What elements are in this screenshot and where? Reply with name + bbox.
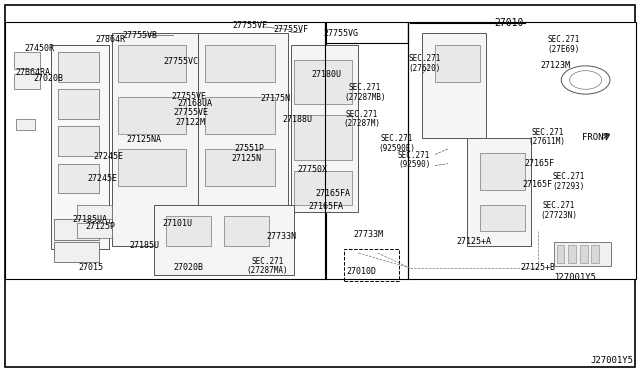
Text: 27450R: 27450R xyxy=(25,44,54,53)
Text: SEC.271
(27293): SEC.271 (27293) xyxy=(552,172,584,191)
Text: 27168UA: 27168UA xyxy=(178,99,212,108)
Text: SEC.271
(27620): SEC.271 (27620) xyxy=(408,54,440,73)
Text: SEC.271
(27287MA): SEC.271 (27287MA) xyxy=(246,257,289,275)
Bar xyxy=(77,223,112,238)
Text: 27010: 27010 xyxy=(494,18,524,28)
Text: 27010D: 27010D xyxy=(347,267,376,276)
Text: 27125N: 27125N xyxy=(232,154,261,163)
Bar xyxy=(224,216,269,246)
Bar xyxy=(591,245,599,263)
Text: 27101U: 27101U xyxy=(163,219,192,228)
Bar xyxy=(16,119,35,130)
Text: FRONT: FRONT xyxy=(582,133,609,142)
Bar xyxy=(480,205,525,231)
Bar xyxy=(205,149,275,186)
Text: SEC.271
(27287MB): SEC.271 (27287MB) xyxy=(344,83,386,102)
Bar xyxy=(294,171,352,205)
Bar xyxy=(118,97,186,134)
Bar xyxy=(435,45,480,82)
Bar xyxy=(480,153,525,190)
Bar xyxy=(154,205,294,275)
Bar xyxy=(198,33,288,246)
Text: 27165FA: 27165FA xyxy=(316,189,350,198)
Bar xyxy=(5,22,326,279)
Text: 27733N: 27733N xyxy=(267,232,296,241)
Text: SEC.271
(27723N): SEC.271 (27723N) xyxy=(540,201,577,219)
Text: 27165F: 27165F xyxy=(523,180,552,189)
Text: SEC.271
(27287M): SEC.271 (27287M) xyxy=(343,110,380,128)
Text: 27185UA: 27185UA xyxy=(72,215,107,224)
Bar xyxy=(58,52,99,82)
Bar xyxy=(580,245,588,263)
Text: 27755VE
27122M: 27755VE 27122M xyxy=(173,108,208,126)
Text: 27755VE: 27755VE xyxy=(172,92,206,101)
Bar xyxy=(557,245,564,263)
Bar xyxy=(58,89,99,119)
Bar xyxy=(294,60,352,104)
Text: 27755VB: 27755VB xyxy=(122,31,157,40)
Text: SEC.271
(92590E): SEC.271 (92590E) xyxy=(378,134,415,153)
Text: 27015: 27015 xyxy=(78,263,104,272)
Text: SEC.271
(27611M): SEC.271 (27611M) xyxy=(529,128,566,146)
Text: 27020B: 27020B xyxy=(33,74,63,83)
Bar xyxy=(568,245,576,263)
Text: 27123M: 27123M xyxy=(541,61,570,70)
Bar xyxy=(58,164,99,193)
Text: 27185U: 27185U xyxy=(129,241,159,250)
Text: 27188U: 27188U xyxy=(283,115,312,124)
Text: 27020B: 27020B xyxy=(174,263,204,272)
Text: 27125+B: 27125+B xyxy=(520,263,555,272)
Bar xyxy=(408,22,636,279)
Text: 27755VF: 27755VF xyxy=(232,21,267,30)
Text: SEC.271
(92590): SEC.271 (92590) xyxy=(398,151,430,169)
Bar xyxy=(325,22,408,43)
Bar xyxy=(294,115,352,160)
Bar xyxy=(291,45,358,212)
Text: 27733M: 27733M xyxy=(353,230,383,239)
Text: 27125NA: 27125NA xyxy=(127,135,161,144)
Bar xyxy=(51,45,109,249)
Text: 27245E: 27245E xyxy=(94,152,124,161)
Text: 27125+A: 27125+A xyxy=(456,237,491,246)
Text: 27551P: 27551P xyxy=(235,144,264,153)
Bar xyxy=(118,149,186,186)
Bar xyxy=(205,97,275,134)
Bar xyxy=(205,45,275,82)
Text: 27165FA: 27165FA xyxy=(309,202,344,211)
Bar xyxy=(422,33,486,138)
Text: 27245E: 27245E xyxy=(88,174,117,183)
Text: 27755VC: 27755VC xyxy=(164,57,198,66)
Bar xyxy=(118,45,186,82)
Text: 27180U: 27180U xyxy=(312,70,341,79)
Text: 27755VF: 27755VF xyxy=(274,25,308,34)
Text: SEC.271
(27E69): SEC.271 (27E69) xyxy=(547,35,579,54)
Bar xyxy=(77,205,112,219)
Text: J27001Y5: J27001Y5 xyxy=(591,356,634,365)
Bar xyxy=(112,33,198,246)
Bar xyxy=(58,126,99,156)
Text: 27864R: 27864R xyxy=(96,35,125,44)
Bar xyxy=(14,52,40,69)
Bar xyxy=(554,242,611,266)
Text: 27125P: 27125P xyxy=(86,222,115,231)
Bar xyxy=(14,74,40,89)
Text: 27750X: 27750X xyxy=(298,165,327,174)
Bar xyxy=(344,249,399,281)
Text: J27001Y5: J27001Y5 xyxy=(553,273,596,282)
Bar xyxy=(54,219,99,240)
Text: 27175N: 27175N xyxy=(260,94,290,103)
Bar xyxy=(166,216,211,246)
Bar xyxy=(54,242,99,262)
Text: 27B64RA: 27B64RA xyxy=(16,68,51,77)
Text: 27165F: 27165F xyxy=(525,159,554,168)
Bar xyxy=(467,138,531,246)
Text: 27755VG: 27755VG xyxy=(323,29,358,38)
